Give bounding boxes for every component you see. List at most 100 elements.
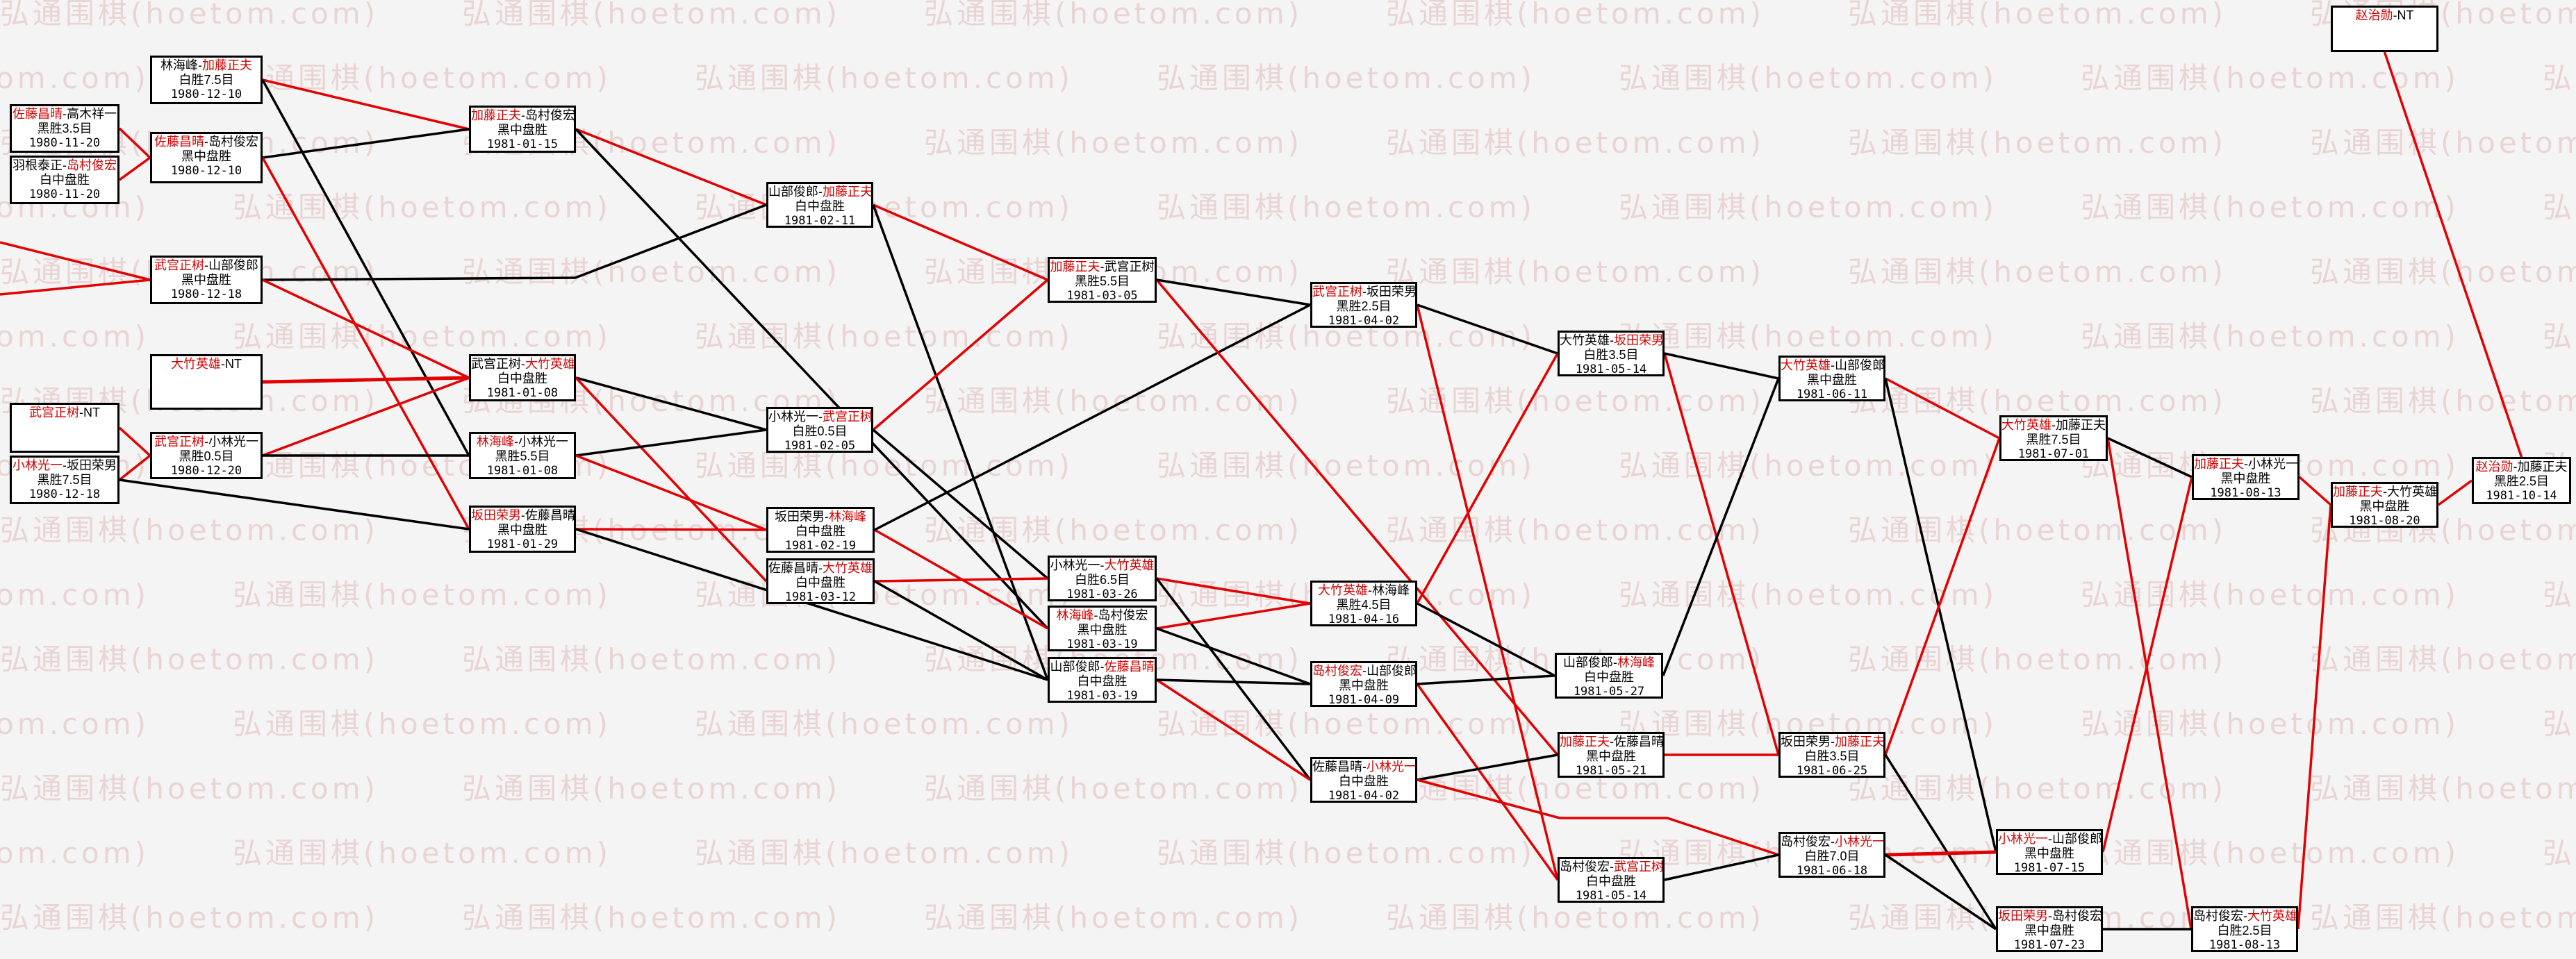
watermark-text: 弘通围棋(hoetom.com) xyxy=(695,836,1074,870)
match-box[interactable]: 林海峰-加藤正夫 白胜7.5目 1980-12-10 xyxy=(150,56,263,104)
winner-line xyxy=(262,78,470,131)
match-box[interactable]: 武宫正树-坂田荣男 黑胜2.5目 1981-04-02 xyxy=(1310,282,1417,328)
loser-line xyxy=(575,128,1049,630)
player1-name: 加藤正夫 xyxy=(1050,260,1100,274)
match-box[interactable]: 佐藤昌晴-小林光一 白中盘胜 1981-04-02 xyxy=(1310,757,1417,803)
match-box[interactable]: 武宫正树-大竹英雄 白中盘胜 1981-01-08 xyxy=(469,354,576,401)
match-box[interactable]: 小林光一-山部俊郎 黑中盘胜 1981-07-15 xyxy=(1996,829,2103,875)
match-players: 赵治勋-加藤正夫 xyxy=(2474,459,2569,474)
watermark-text: 弘通围棋(hoetom.com) xyxy=(924,126,1303,160)
watermark-text: 弘通围棋(hoetom.com) xyxy=(1619,319,1998,353)
match-players: 小林光一-武宫正树 xyxy=(768,409,871,424)
match-players: 林海峰-小林光一 xyxy=(471,434,574,449)
match-players: 佐藤昌晴-大竹英雄 xyxy=(768,560,873,576)
match-box[interactable]: 岛村俊宏-武宫正树 白中盘胜 1981-05-14 xyxy=(1558,857,1665,903)
match-box[interactable]: 赵治勋-NT xyxy=(2331,6,2438,52)
match-box[interactable]: 山部俊郎-佐藤昌晴 白中盘胜 1981-03-19 xyxy=(1048,657,1157,703)
match-box[interactable]: 大竹英雄-加藤正夫 黑胜7.5目 1981-07-01 xyxy=(1999,415,2108,461)
match-players: 武宫正树-山部俊郎 xyxy=(152,258,261,273)
watermark-text: 弘通围棋(hoetom.com) xyxy=(0,772,379,806)
match-date: 1981-05-14 xyxy=(1575,362,1647,376)
match-result: 黑中盘胜 xyxy=(497,123,547,137)
loser-line xyxy=(262,203,767,281)
watermark-text: 弘通围棋(hoetom.com) xyxy=(1386,126,1765,160)
hyphen: - xyxy=(2051,418,2056,432)
match-box[interactable]: 林海峰-小林光一 黑胜5.5目 1981-01-08 xyxy=(469,432,576,479)
player1-name: 加藤正夫 xyxy=(471,108,521,122)
hyphen: - xyxy=(1362,285,1367,299)
match-box[interactable]: 佐藤昌晴-大竹英雄 白中盘胜 1981-03-12 xyxy=(766,558,875,604)
match-players: 林海峰-岛村俊宏 xyxy=(1050,608,1155,623)
match-result: 黑中盘胜 xyxy=(2024,847,2074,860)
winner-line xyxy=(0,241,151,281)
watermark-text: 弘通围棋(hoetom.com) xyxy=(233,61,612,95)
match-date: 1981-06-18 xyxy=(1796,864,1868,878)
match-box[interactable]: 岛村俊宏-山部俊郎 黑中盘胜 1981-04-09 xyxy=(1310,661,1417,707)
match-box[interactable]: 岛村俊宏-小林光一 白胜7.0目 1981-06-18 xyxy=(1778,832,1885,878)
match-box[interactable]: 佐藤昌晴-高木祥一 黑胜3.5目 1980-11-20 xyxy=(10,104,119,153)
watermark-text: 弘通围棋(hoetom.com) xyxy=(924,772,1303,806)
match-box[interactable]: 赵治勋-加藤正夫 黑胜2.5目 1981-10-14 xyxy=(2472,457,2571,504)
match-box[interactable]: 加藤正夫-岛村俊宏 黑中盘胜 1981-01-15 xyxy=(469,106,576,153)
match-result: 黑胜4.5目 xyxy=(1336,598,1392,612)
match-players: 大竹英雄-加藤正夫 xyxy=(2001,417,2106,433)
match-box[interactable]: 坂田荣男-佐藤昌晴 黑中盘胜 1981-01-29 xyxy=(469,506,576,553)
match-box[interactable]: 小林光一-大竹英雄 白胜6.5目 1981-03-26 xyxy=(1048,556,1157,601)
player1-name: 小林光一 xyxy=(1998,832,2048,846)
match-box[interactable]: 小林光一-武宫正树 白胜0.5目 1981-02-05 xyxy=(766,407,873,453)
watermark-text: 弘通围棋(hoetom.com) xyxy=(233,319,612,353)
winner-line xyxy=(575,528,767,531)
match-box[interactable]: 武宫正树-NT xyxy=(10,403,119,453)
match-date: 1981-01-15 xyxy=(486,137,559,151)
match-result: 白中盘胜 xyxy=(1584,670,1634,684)
match-box[interactable]: 加藤正夫-佐藤昌晴 黑中盘胜 1981-05-21 xyxy=(1558,732,1665,778)
match-box[interactable]: 羽根泰正-岛村俊宏 白中盘胜 1980-11-20 xyxy=(10,156,119,204)
match-result: 白中盘胜 xyxy=(1586,874,1636,888)
match-box[interactable]: 坂田荣男-加藤正夫 白胜3.5目 1981-06-25 xyxy=(1778,732,1885,778)
player2-name: 加藤正夫 xyxy=(2056,418,2106,432)
loser-line xyxy=(1417,602,1555,677)
winner-line xyxy=(2297,504,2332,930)
match-box[interactable]: 加藤正夫-武宫正树 黑胜5.5目 1981-03-05 xyxy=(1048,257,1157,303)
match-date: 1981-08-13 xyxy=(2210,486,2281,500)
player1-name: 坂田荣男 xyxy=(775,510,825,524)
match-box[interactable]: 大竹英雄-林海峰 黑胜4.5目 1981-04-16 xyxy=(1310,581,1417,626)
hyphen: - xyxy=(2393,8,2397,22)
hyphen: - xyxy=(63,107,67,121)
player2-name: 佐藤昌晴 xyxy=(1614,735,1664,749)
match-players: 山部俊郎-林海峰 xyxy=(1557,655,1661,670)
match-box[interactable]: 山部俊郎-林海峰 白中盘胜 1981-05-27 xyxy=(1555,653,1663,699)
match-date: 1980-12-20 xyxy=(170,464,242,478)
match-box[interactable]: 加藤正夫-大竹英雄 黑中盘胜 1981-08-20 xyxy=(2331,482,2438,528)
match-box[interactable]: 岛村俊宏-大竹英雄 白胜2.5目 1981-08-13 xyxy=(2191,906,2298,952)
loser-line xyxy=(575,528,1048,681)
player2-name: 山部俊郎 xyxy=(1367,664,1417,678)
match-box[interactable]: 大竹英雄-坂田荣男 白胜3.5目 1981-05-14 xyxy=(1558,331,1665,376)
match-box[interactable]: 武宫正树-小林光一 黑胜0.5目 1980-12-20 xyxy=(150,432,263,479)
player2-name: 小林光一 xyxy=(518,435,568,449)
player1-name: 武宫正树 xyxy=(29,406,79,419)
hyphen: - xyxy=(204,258,208,272)
match-box[interactable]: 加藤正夫-小林光一 黑中盘胜 1981-08-13 xyxy=(2192,454,2300,500)
hyphen: - xyxy=(204,135,208,149)
player1-name: 佐藤昌晴 xyxy=(13,107,63,121)
player1-name: 大竹英雄 xyxy=(1318,583,1368,597)
match-box[interactable]: 大竹英雄-NT xyxy=(150,354,263,410)
player1-name: 小林光一 xyxy=(768,410,818,424)
watermark-text: 弘通围棋(hoetom.com) xyxy=(1619,61,1998,95)
match-box[interactable]: 林海峰-岛村俊宏 黑中盘胜 1981-03-19 xyxy=(1048,606,1157,651)
hyphen: - xyxy=(1610,860,1614,874)
match-box[interactable]: 山部俊郎-加藤正夫 白中盘胜 1981-02-11 xyxy=(766,182,873,228)
player2-name: 小林光一 xyxy=(2248,457,2298,471)
watermark-text: 弘通围棋(hoetom.com) xyxy=(1848,255,2227,289)
match-box[interactable]: 坂田荣男-林海峰 白中盘胜 1981-02-19 xyxy=(766,507,875,553)
winner-line xyxy=(1416,353,1559,604)
match-box[interactable]: 大竹英雄-山部俊郎 黑中盘胜 1981-06-11 xyxy=(1778,356,1885,401)
loser-line xyxy=(1417,303,1558,355)
match-date: 1980-12-10 xyxy=(170,87,242,101)
match-box[interactable]: 佐藤昌晴-岛村俊宏 黑中盘胜 1980-12-10 xyxy=(150,132,263,183)
match-box[interactable]: 武宫正树-山部俊郎 黑中盘胜 1980-12-18 xyxy=(150,256,263,304)
match-box[interactable]: 坂田荣男-岛村俊宏 黑中盘胜 1981-07-23 xyxy=(1996,906,2103,952)
player2-name: NT xyxy=(2397,8,2414,22)
match-box[interactable]: 小林光一-坂田荣男 黑胜7.5目 1980-12-18 xyxy=(10,456,119,504)
